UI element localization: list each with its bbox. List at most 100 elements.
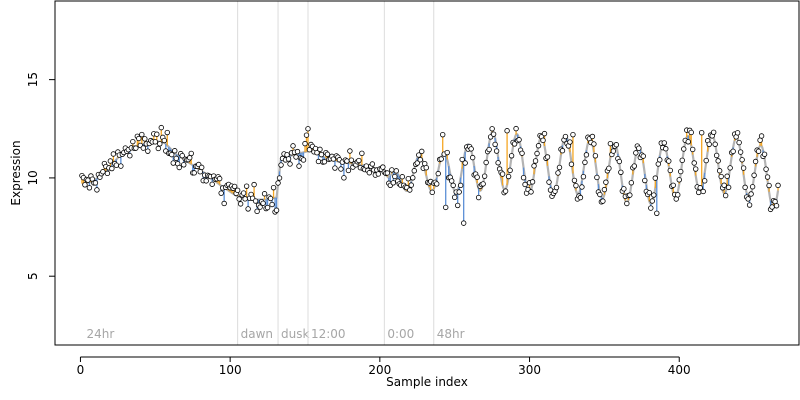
data-point (170, 160, 176, 166)
data-point (621, 186, 627, 192)
data-point (152, 139, 158, 145)
data-point (155, 145, 161, 152)
data-point (495, 160, 501, 166)
data-point (715, 158, 721, 164)
data-point (158, 124, 164, 131)
data-point (305, 126, 311, 132)
data-point (713, 152, 720, 159)
data-point (628, 180, 635, 186)
data-point (508, 153, 515, 159)
data-point (136, 135, 142, 142)
phase-label: 24hr (86, 327, 114, 341)
data-point (139, 131, 145, 138)
data-point (94, 187, 100, 193)
data-point (231, 183, 238, 190)
data-point (661, 140, 667, 146)
data-point (761, 151, 768, 157)
data-point (154, 131, 160, 137)
data-point (591, 141, 597, 147)
data-point (516, 137, 522, 143)
data-point (480, 181, 486, 187)
data-point (390, 180, 397, 186)
data-point (375, 171, 382, 177)
data-point (408, 182, 414, 188)
data-point (380, 164, 386, 170)
data-point (393, 168, 400, 174)
data-point (356, 157, 362, 164)
data-point (285, 156, 292, 162)
data-point (456, 189, 462, 195)
data-point (324, 151, 331, 157)
data-point (646, 189, 653, 196)
data-point (764, 174, 771, 180)
data-point (315, 158, 322, 165)
data-point (296, 163, 302, 169)
data-point (169, 151, 175, 158)
data-point (582, 159, 588, 166)
data-point (423, 164, 429, 171)
data-point (727, 165, 733, 171)
data-point (556, 164, 563, 171)
data-point (273, 207, 280, 213)
data-point (407, 187, 413, 193)
data-point (369, 161, 376, 167)
data-point (712, 141, 718, 147)
data-point (748, 191, 754, 197)
data-point (490, 131, 497, 137)
data-point (419, 148, 425, 155)
data-point (92, 180, 99, 186)
phase-label: dusk (281, 327, 309, 341)
data-point (502, 188, 509, 194)
x-tick-label: 200 (368, 363, 391, 377)
y-axis-title: Expression (9, 140, 23, 205)
y-axis: 5 10 15 (26, 72, 56, 280)
data-point (618, 169, 624, 175)
data-point (685, 139, 691, 145)
data-point (688, 129, 694, 136)
data-point (739, 157, 745, 163)
data-point (580, 174, 587, 180)
data-point (338, 166, 344, 172)
data-point (118, 163, 124, 169)
data-point (110, 151, 117, 157)
data-points (79, 124, 781, 226)
phase-label: 12:00 (311, 327, 346, 341)
data-point (405, 176, 411, 182)
data-point (589, 133, 596, 140)
data-point (624, 200, 630, 207)
data-point (290, 143, 296, 149)
data-point (654, 210, 660, 216)
data-point (216, 175, 223, 182)
data-point (242, 196, 248, 202)
data-point (769, 204, 775, 210)
x-tick-label: 400 (668, 363, 691, 377)
data-point (318, 151, 325, 158)
data-point (251, 181, 257, 188)
data-point (532, 158, 539, 164)
data-point (691, 160, 697, 166)
data-point (237, 201, 244, 207)
data-point (267, 195, 274, 202)
data-point (454, 202, 461, 209)
data-point (302, 140, 308, 147)
data-point (642, 177, 648, 184)
data-point (541, 130, 548, 137)
data-point (562, 133, 569, 140)
data-point (577, 194, 584, 201)
data-point (127, 153, 133, 159)
data-point (522, 181, 528, 188)
data-point (293, 154, 299, 160)
data-point (278, 162, 284, 168)
data-point (649, 198, 655, 204)
data-point (722, 192, 729, 199)
data-point (191, 170, 197, 176)
data-point (300, 157, 307, 163)
data-point (706, 141, 712, 148)
data-point (294, 148, 301, 155)
x-tick-label: 100 (219, 363, 242, 377)
data-point (670, 182, 676, 188)
data-point (559, 148, 566, 154)
data-point (499, 171, 506, 177)
data-point (755, 148, 762, 154)
